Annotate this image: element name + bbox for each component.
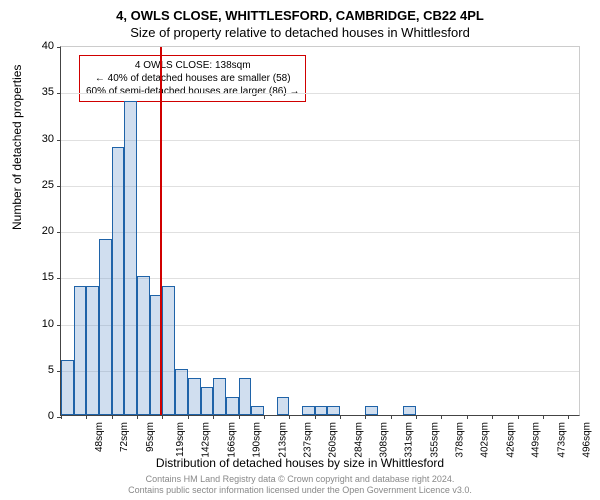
ytick-mark bbox=[57, 278, 61, 279]
histogram-bar bbox=[315, 406, 328, 415]
xtick-mark bbox=[61, 415, 62, 419]
histogram-bar bbox=[137, 276, 150, 415]
xtick-mark bbox=[543, 415, 544, 419]
xtick-mark bbox=[467, 415, 468, 419]
histogram-bar bbox=[162, 286, 175, 416]
chart-area: 4 OWLS CLOSE: 138sqm ← 40% of detached h… bbox=[60, 46, 580, 416]
xtick-mark bbox=[162, 415, 163, 419]
xtick-mark bbox=[391, 415, 392, 419]
xtick-label: 284sqm bbox=[353, 422, 364, 458]
attribution-line2: Contains public sector information licen… bbox=[0, 485, 600, 496]
xtick-mark bbox=[416, 415, 417, 419]
histogram-bar bbox=[124, 101, 137, 416]
ytick-mark bbox=[57, 186, 61, 187]
xtick-label: 260sqm bbox=[328, 422, 339, 458]
ytick-label: 35 bbox=[0, 86, 54, 98]
xtick-label: 496sqm bbox=[582, 422, 593, 458]
ytick-mark bbox=[57, 47, 61, 48]
xtick-label: 355sqm bbox=[429, 422, 440, 458]
xtick-mark bbox=[188, 415, 189, 419]
histogram-bar bbox=[99, 239, 112, 415]
ytick-label: 40 bbox=[0, 40, 54, 52]
xtick-mark bbox=[568, 415, 569, 419]
histogram-bar bbox=[61, 360, 74, 416]
x-axis-label: Distribution of detached houses by size … bbox=[0, 456, 600, 470]
marker-line bbox=[160, 47, 162, 415]
xtick-label: 237sqm bbox=[303, 422, 314, 458]
histogram-bar bbox=[201, 387, 214, 415]
xtick-mark bbox=[137, 415, 138, 419]
xtick-label: 166sqm bbox=[226, 422, 237, 458]
ytick-label: 30 bbox=[0, 133, 54, 145]
xtick-label: 213sqm bbox=[277, 422, 288, 458]
xtick-mark bbox=[441, 415, 442, 419]
xtick-mark bbox=[492, 415, 493, 419]
xtick-label: 142sqm bbox=[201, 422, 212, 458]
histogram-bar bbox=[251, 406, 264, 415]
xtick-label: 473sqm bbox=[556, 422, 567, 458]
xtick-mark bbox=[365, 415, 366, 419]
histogram-bar bbox=[302, 406, 315, 415]
xtick-label: 402sqm bbox=[480, 422, 491, 458]
chart-title-main: 4, OWLS CLOSE, WHITTLESFORD, CAMBRIDGE, … bbox=[0, 8, 600, 23]
histogram-bar bbox=[226, 397, 239, 416]
xtick-mark bbox=[340, 415, 341, 419]
annotation-line3: 60% of semi-detached houses are larger (… bbox=[86, 85, 299, 98]
ytick-mark bbox=[57, 325, 61, 326]
xtick-mark bbox=[213, 415, 214, 419]
xtick-label: 119sqm bbox=[175, 422, 186, 457]
histogram-bar bbox=[277, 397, 290, 416]
histogram-bar bbox=[327, 406, 340, 415]
xtick-label: 449sqm bbox=[531, 422, 542, 458]
histogram-bar bbox=[74, 286, 87, 416]
ytick-label: 25 bbox=[0, 179, 54, 191]
xtick-label: 308sqm bbox=[379, 422, 390, 458]
annotation-line2: ← 40% of detached houses are smaller (58… bbox=[86, 72, 299, 85]
histogram-bar bbox=[365, 406, 378, 415]
histogram-bar bbox=[175, 369, 188, 415]
ytick-label: 15 bbox=[0, 271, 54, 283]
xtick-mark bbox=[518, 415, 519, 419]
ytick-label: 5 bbox=[0, 364, 54, 376]
ytick-label: 20 bbox=[0, 225, 54, 237]
histogram-bar bbox=[112, 147, 125, 415]
xtick-label: 378sqm bbox=[455, 422, 466, 458]
gridline bbox=[61, 232, 579, 233]
plot-region: 4 OWLS CLOSE: 138sqm ← 40% of detached h… bbox=[60, 46, 580, 416]
xtick-mark bbox=[112, 415, 113, 419]
annotation-line1: 4 OWLS CLOSE: 138sqm bbox=[86, 59, 299, 72]
histogram-bar bbox=[188, 378, 201, 415]
gridline bbox=[61, 186, 579, 187]
xtick-label: 72sqm bbox=[119, 422, 130, 452]
histogram-bar bbox=[213, 378, 226, 415]
ytick-mark bbox=[57, 93, 61, 94]
xtick-label: 95sqm bbox=[145, 422, 156, 452]
ytick-mark bbox=[57, 232, 61, 233]
annotation-box: 4 OWLS CLOSE: 138sqm ← 40% of detached h… bbox=[79, 55, 306, 102]
gridline bbox=[61, 93, 579, 94]
histogram-bar bbox=[403, 406, 416, 415]
histogram-bar bbox=[239, 378, 252, 415]
gridline bbox=[61, 140, 579, 141]
ytick-mark bbox=[57, 140, 61, 141]
ytick-label: 10 bbox=[0, 318, 54, 330]
xtick-label: 331sqm bbox=[404, 422, 415, 458]
xtick-label: 190sqm bbox=[252, 422, 263, 458]
histogram-bar bbox=[86, 286, 99, 416]
xtick-label: 48sqm bbox=[94, 422, 105, 452]
xtick-mark bbox=[289, 415, 290, 419]
xtick-mark bbox=[264, 415, 265, 419]
attribution: Contains HM Land Registry data © Crown c… bbox=[0, 474, 600, 496]
chart-title-sub: Size of property relative to detached ho… bbox=[0, 25, 600, 40]
attribution-line1: Contains HM Land Registry data © Crown c… bbox=[0, 474, 600, 485]
xtick-mark bbox=[239, 415, 240, 419]
xtick-mark bbox=[315, 415, 316, 419]
ytick-label: 0 bbox=[0, 410, 54, 422]
xtick-label: 426sqm bbox=[505, 422, 516, 458]
xtick-mark bbox=[86, 415, 87, 419]
